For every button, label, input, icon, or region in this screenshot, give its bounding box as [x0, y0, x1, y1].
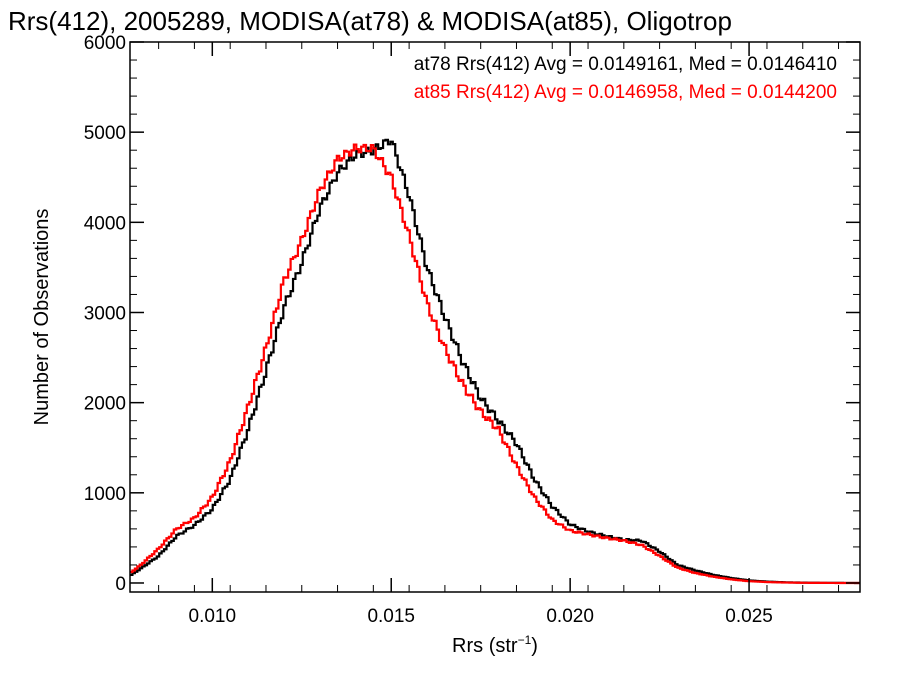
x-tick-label: 0.020: [546, 606, 594, 627]
x-tick-label: 0.025: [725, 606, 773, 627]
y-axis-label: Number of Observations: [31, 209, 53, 426]
x-axis-label-superscript: −1: [518, 633, 532, 647]
y-tick-label: 4000: [84, 213, 126, 234]
series-line-at78: [130, 138, 860, 585]
chart-title: Rrs(412), 2005289, MODISA(at78) & MODISA…: [8, 6, 732, 36]
series-layer: [130, 138, 860, 585]
legend-entry-at78: at78 Rrs(412) Avg = 0.0149161, Med = 0.0…: [414, 54, 837, 75]
y-tick-label: 2000: [84, 394, 126, 415]
y-tick-label: 6000: [84, 33, 126, 54]
y-tick-label: 3000: [84, 303, 126, 324]
y-tick-label: 5000: [84, 123, 126, 144]
legend-entry-at85: at85 Rrs(412) Avg = 0.0146958, Med = 0.0…: [414, 82, 837, 103]
x-axis-label: Rrs (str−1): [452, 633, 538, 657]
legend: at78 Rrs(412) Avg = 0.0149161, Med = 0.0…: [414, 54, 837, 103]
x-tick-label: 0.010: [189, 606, 237, 627]
series-line-at85: [130, 143, 860, 585]
x-tick-label: 0.015: [367, 606, 415, 627]
x-axis-label-close: ): [531, 635, 538, 657]
x-axis-label-main: Rrs (str: [452, 635, 518, 657]
plot-frame: [129, 41, 861, 593]
y-tick-label: 0: [115, 574, 126, 595]
tick-layer: 0 1000 2000 3000 4000 5000 6000 0.010 0.015 0.020…: [84, 33, 860, 627]
y-tick-label: 1000: [84, 484, 126, 505]
